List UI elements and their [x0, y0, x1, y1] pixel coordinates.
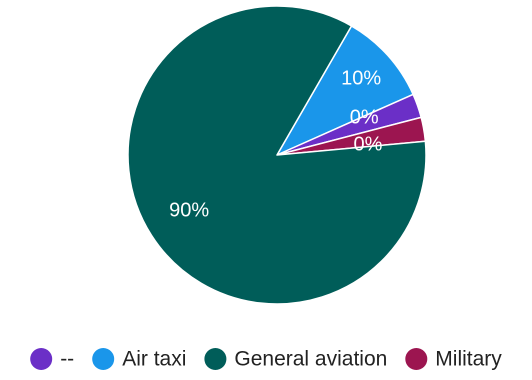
- data-label-military: 0%: [354, 133, 383, 155]
- legend-item-air-taxi[interactable]: Air taxi: [92, 348, 186, 371]
- legend-swatch-military: [405, 348, 428, 370]
- legend-swatch-air-taxi: [92, 348, 115, 370]
- legend-swatch-blank: [30, 348, 53, 370]
- legend: -- Air taxi General aviation Military: [30, 348, 502, 371]
- legend-item-military[interactable]: Military: [405, 348, 502, 371]
- pie-slices: [127, 5, 427, 305]
- legend-label-general-aviation: General aviation: [234, 348, 387, 371]
- data-label-blank: 0%: [350, 107, 379, 129]
- pie-data-labels: 10% 0% 0% 90%: [169, 67, 382, 221]
- pie-slice-air-taxi[interactable]: [276, 25, 414, 156]
- legend-item-general-aviation[interactable]: General aviation: [204, 348, 387, 371]
- pie-slice-general-aviation[interactable]: [127, 5, 427, 305]
- legend-label-military: Military: [435, 348, 502, 371]
- data-label-general-aviation: 90%: [169, 200, 209, 222]
- legend-swatch-general-aviation: [204, 348, 227, 370]
- data-label-air-taxi: 10%: [341, 67, 381, 89]
- legend-item-blank[interactable]: --: [30, 348, 74, 371]
- legend-label-blank: --: [60, 348, 74, 371]
- legend-label-air-taxi: Air taxi: [122, 348, 186, 371]
